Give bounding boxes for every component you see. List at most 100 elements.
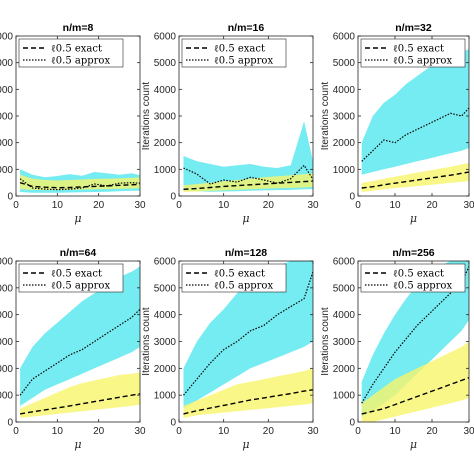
x-axis-label: μ xyxy=(74,212,81,225)
y-axis-label: Iterations count xyxy=(320,307,331,376)
panel-2: 0 1000 2000 3000 4000 5000 6000 0 10 20 30 n/m=16 μ I… xyxy=(141,22,319,225)
y-tick-label: 4000 xyxy=(0,85,13,96)
x-tick-label: 20 xyxy=(263,426,275,437)
y-tick-label: 5000 xyxy=(333,283,356,294)
y-tick-label: 1000 xyxy=(0,165,13,176)
y-tick-label: 2000 xyxy=(154,364,177,375)
x-tick-label: 0 xyxy=(355,200,361,211)
y-tick-label: 3000 xyxy=(0,112,13,123)
series-line-approx xyxy=(361,107,469,162)
x-tick-label: 0 xyxy=(13,426,19,437)
y-tick-label: 6000 xyxy=(333,257,356,268)
panel-title: n/m=64 xyxy=(60,247,97,259)
panel-1: 0 1000 2000 3000 4000 5000 6000 0 10 20 30 n/m=8 μ ℓ0… xyxy=(0,22,146,225)
y-tick-label: 1000 xyxy=(333,165,356,176)
band-approx xyxy=(20,266,140,406)
y-tick-label: 4000 xyxy=(154,310,177,321)
series-line-approx xyxy=(183,164,313,185)
y-tick-label: 5000 xyxy=(333,58,356,69)
legend-box xyxy=(18,38,124,68)
panel-title: n/m=8 xyxy=(63,22,94,34)
y-tick-label: 2000 xyxy=(154,138,177,149)
y-tick-label: 0 xyxy=(170,418,176,429)
y-tick-label: 0 xyxy=(7,192,13,203)
x-tick-label: 20 xyxy=(93,426,105,437)
y-tick-label: 6000 xyxy=(0,257,13,268)
x-axis-label: μ xyxy=(410,212,417,225)
x-axis-label: μ xyxy=(410,438,417,451)
y-tick-label: 4000 xyxy=(0,310,13,321)
y-tick-label: 0 xyxy=(349,192,355,203)
y-tick-label: 5000 xyxy=(154,58,177,69)
series-line-exact xyxy=(19,393,140,415)
y-tick-label: 2000 xyxy=(0,364,13,375)
series-line-approx xyxy=(183,271,313,396)
x-tick-label: 20 xyxy=(93,200,105,211)
y-tick-label: 1000 xyxy=(333,391,356,402)
legend-box xyxy=(181,263,287,293)
legend-box xyxy=(18,263,124,293)
x-tick-label: 10 xyxy=(52,426,64,437)
y-tick-label: 5000 xyxy=(154,283,177,294)
legend-box xyxy=(181,38,287,68)
x-tick-label: 10 xyxy=(218,200,230,211)
series-line-approx xyxy=(19,308,140,396)
band-approx xyxy=(361,261,469,417)
y-tick-label: 1000 xyxy=(154,165,177,176)
band-approx xyxy=(183,121,313,192)
x-tick-label: 20 xyxy=(263,200,275,211)
y-tick-label: 3000 xyxy=(154,112,177,123)
y-tick-label: 6000 xyxy=(333,32,356,43)
y-tick-label: 5000 xyxy=(0,283,13,294)
legend-label-approx: ℓ0.5 approx xyxy=(51,56,110,67)
series-line-exact xyxy=(361,377,469,415)
legend-label-exact: ℓ0.5 exact xyxy=(393,44,444,55)
x-tick-label: 10 xyxy=(389,200,401,211)
x-tick-label: 30 xyxy=(307,200,319,211)
legend-label-exact: ℓ0.5 exact xyxy=(393,269,444,280)
y-tick-label: 4000 xyxy=(333,310,356,321)
y-tick-label: 3000 xyxy=(0,337,13,348)
legend-label-approx: ℓ0.5 approx xyxy=(51,281,110,292)
band-exact xyxy=(361,341,469,422)
panel-4: 0 1000 2000 3000 4000 5000 6000 0 10 20 30 n/m=64 μ ℓ… xyxy=(0,247,146,451)
x-tick-label: 30 xyxy=(134,426,146,437)
legend-label-approx: ℓ0.5 approx xyxy=(214,56,273,67)
x-axis-label: μ xyxy=(242,438,249,451)
y-tick-label: 2000 xyxy=(333,364,356,375)
y-tick-label: 3000 xyxy=(333,337,356,348)
y-tick-label: 2000 xyxy=(333,138,356,149)
y-tick-label: 0 xyxy=(7,418,13,429)
legend-label-exact: ℓ0.5 exact xyxy=(51,44,102,55)
panel-title: n/m=128 xyxy=(225,247,267,259)
x-tick-label: 10 xyxy=(218,426,230,437)
y-tick-label: 0 xyxy=(170,192,176,203)
y-tick-label: 4000 xyxy=(154,85,177,96)
y-tick-label: 3000 xyxy=(154,337,177,348)
panel-3: 0 1000 2000 3000 4000 5000 6000 0 10 20 30 n/m=32 μ I… xyxy=(320,22,474,225)
panel-title: n/m=256 xyxy=(392,247,434,259)
x-tick-label: 30 xyxy=(307,426,319,437)
y-tick-label: 6000 xyxy=(154,257,177,268)
panel-6: 0 1000 2000 3000 4000 5000 6000 0 10 20 30 n/m=256 μ… xyxy=(320,247,474,451)
series-line-exact xyxy=(183,389,313,415)
legend-label-exact: ℓ0.5 exact xyxy=(51,269,102,280)
x-axis-label: μ xyxy=(242,212,249,225)
legend-box xyxy=(360,263,466,293)
y-tick-label: 6000 xyxy=(154,32,177,43)
x-tick-label: 10 xyxy=(389,426,401,437)
x-tick-label: 0 xyxy=(176,426,182,437)
band-exact xyxy=(20,372,140,418)
x-tick-label: 20 xyxy=(426,200,438,211)
plot-content xyxy=(361,49,469,192)
x-tick-label: 20 xyxy=(426,426,438,437)
plot-content xyxy=(183,121,313,192)
x-tick-label: 30 xyxy=(463,426,474,437)
